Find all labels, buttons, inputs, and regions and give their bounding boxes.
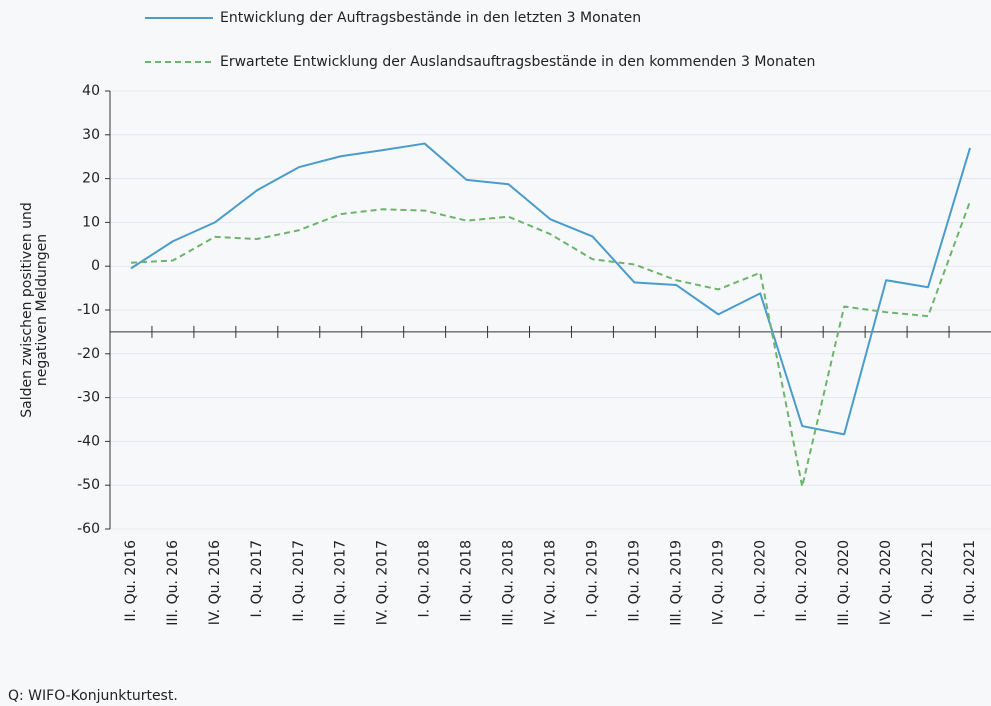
- series-line: [130, 142, 971, 436]
- y-tick-label: 10: [82, 214, 100, 230]
- x-tick-label: IV. Qu. 2018: [543, 540, 559, 625]
- x-tick-label: II. Qu. 2016: [123, 540, 139, 622]
- y-tick-label: 20: [82, 171, 100, 187]
- source: Q: WIFO-Konjunkturtest.: [8, 688, 178, 704]
- x-tick-label: I. Qu. 2018: [417, 540, 433, 617]
- x-tick-label: IV. Qu. 2019: [710, 540, 726, 625]
- y-tick-label: -30: [77, 390, 100, 406]
- y-tick-label: -50: [77, 477, 100, 493]
- x-tick-label: IV. Qu. 2017: [375, 540, 391, 625]
- legend-label: Erwartete Entwicklung der Auslandsauftra…: [220, 54, 815, 70]
- y-tick-label: -60: [77, 521, 100, 537]
- y-tick-label: 40: [82, 83, 100, 99]
- y-tick-label: 0: [91, 258, 100, 274]
- x-tick-label: III. Qu. 2018: [501, 540, 517, 626]
- x-tick-label: III. Qu. 2020: [836, 540, 852, 626]
- x-tick-label: III. Qu. 2019: [668, 540, 684, 626]
- x-tick-label: III. Qu. 2016: [165, 540, 181, 626]
- x-tick-label: II. Qu. 2020: [794, 540, 810, 622]
- y-axis-label: negativen Meldungen: [34, 234, 50, 386]
- x-tick-label: II. Qu. 2018: [459, 540, 475, 622]
- x-tick-label: I. Qu. 2021: [920, 540, 936, 617]
- x-tick-label: III. Qu. 2017: [333, 540, 349, 626]
- y-tick-label: -20: [77, 346, 100, 362]
- series-line: [130, 201, 971, 488]
- y-tick-label: 30: [82, 127, 100, 143]
- x-tick-label: I. Qu. 2019: [584, 540, 600, 617]
- y-axis-label: Salden zwischen positiven und: [19, 202, 35, 418]
- legend-label: Entwicklung der Auftragsbestände in den …: [220, 10, 641, 26]
- x-tick-label: II. Qu. 2019: [626, 540, 642, 622]
- x-tick-label: I. Qu. 2017: [249, 540, 265, 617]
- x-tick-label: II. Qu. 2017: [291, 540, 307, 622]
- x-tick-label: IV. Qu. 2020: [878, 540, 894, 625]
- x-tick-label: I. Qu. 2020: [752, 540, 768, 617]
- y-tick-label: -10: [77, 302, 100, 318]
- x-tick-label: II. Qu. 2021: [962, 540, 978, 622]
- y-tick-label: -40: [77, 433, 100, 449]
- x-tick-label: IV. Qu. 2016: [207, 540, 223, 625]
